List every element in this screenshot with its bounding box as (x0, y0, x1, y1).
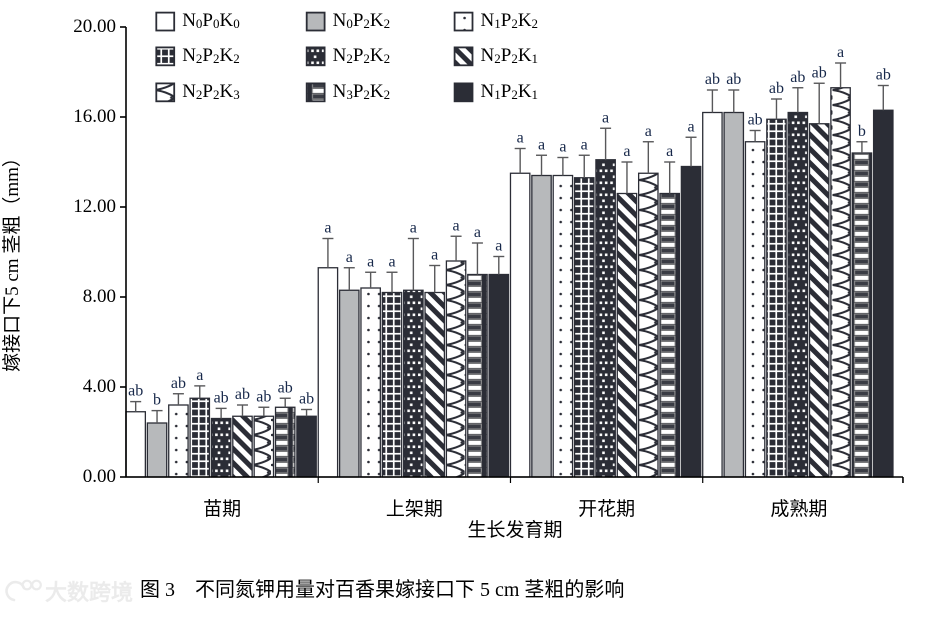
svg-text:成熟期: 成熟期 (770, 498, 827, 520)
svg-text:ab: ab (748, 112, 763, 129)
svg-text:N1P2K2: N1P2K2 (481, 10, 539, 31)
svg-text:N0P2K2: N0P2K2 (333, 10, 391, 31)
svg-text:a: a (474, 224, 481, 241)
svg-text:a: a (517, 130, 524, 147)
svg-text:大数跨境: 大数跨境 (45, 580, 133, 605)
svg-text:a: a (538, 136, 545, 153)
svg-text:ab: ab (790, 69, 805, 86)
svg-text:0.00: 0.00 (83, 466, 116, 487)
svg-text:ab: ab (812, 64, 827, 81)
svg-text:8.00: 8.00 (83, 286, 116, 307)
svg-text:a: a (453, 217, 460, 234)
svg-text:4.00: 4.00 (83, 376, 116, 397)
svg-text:ab: ab (278, 379, 293, 396)
svg-text:ab: ab (235, 386, 250, 403)
svg-text:a: a (346, 249, 353, 266)
svg-text:ab: ab (214, 389, 229, 406)
svg-text:a: a (645, 123, 652, 140)
svg-text:图 3 不同氮钾用量对百香果嫁接口下 5 cm 茎粗的影响: 图 3 不同氮钾用量对百香果嫁接口下 5 cm 茎粗的影响 (140, 578, 624, 601)
svg-text:ab: ab (726, 71, 741, 88)
svg-text:ab: ab (299, 391, 314, 408)
svg-text:N2P2K1: N2P2K1 (481, 45, 539, 66)
svg-text:ab: ab (705, 71, 720, 88)
svg-text:上架期: 上架期 (386, 498, 443, 520)
svg-text:16.00: 16.00 (73, 106, 116, 127)
svg-text:N2P2K2: N2P2K2 (182, 45, 240, 66)
svg-text:ab: ab (128, 383, 143, 400)
svg-text:a: a (602, 109, 609, 126)
svg-text:ab: ab (256, 388, 271, 405)
svg-text:a: a (581, 136, 588, 153)
svg-text:a: a (324, 220, 331, 237)
svg-text:N0P0K0: N0P0K0 (182, 10, 240, 31)
svg-text:20.00: 20.00 (73, 16, 116, 37)
svg-text:N3P2K2: N3P2K2 (333, 81, 391, 102)
svg-text:a: a (410, 220, 417, 237)
svg-text:苗期: 苗期 (203, 498, 241, 520)
svg-text:a: a (666, 143, 673, 160)
svg-text:N2P2K3: N2P2K3 (182, 81, 240, 102)
svg-text:ab: ab (769, 80, 784, 97)
svg-text:a: a (431, 247, 438, 264)
svg-text:a: a (623, 143, 630, 160)
svg-text:a: a (495, 238, 502, 255)
svg-text:a: a (559, 139, 566, 156)
svg-text:a: a (837, 44, 844, 61)
svg-text:a: a (388, 253, 395, 270)
svg-text:a: a (687, 118, 694, 135)
svg-text:ab: ab (876, 67, 891, 84)
svg-text:N2P2K2: N2P2K2 (333, 45, 391, 66)
svg-text:a: a (196, 367, 203, 384)
svg-text:开花期: 开花期 (578, 498, 635, 520)
svg-text:a: a (367, 253, 374, 270)
svg-text:生长发育期: 生长发育期 (467, 519, 562, 541)
svg-text:b: b (858, 123, 866, 140)
svg-text:ab: ab (171, 375, 186, 392)
svg-text:b: b (153, 392, 161, 409)
svg-text:N1P2K1: N1P2K1 (481, 81, 539, 102)
svg-text:12.00: 12.00 (73, 196, 116, 217)
svg-text:嫁接口下5 cm 茎粗（mm）: 嫁接口下5 cm 茎粗（mm） (1, 148, 23, 372)
